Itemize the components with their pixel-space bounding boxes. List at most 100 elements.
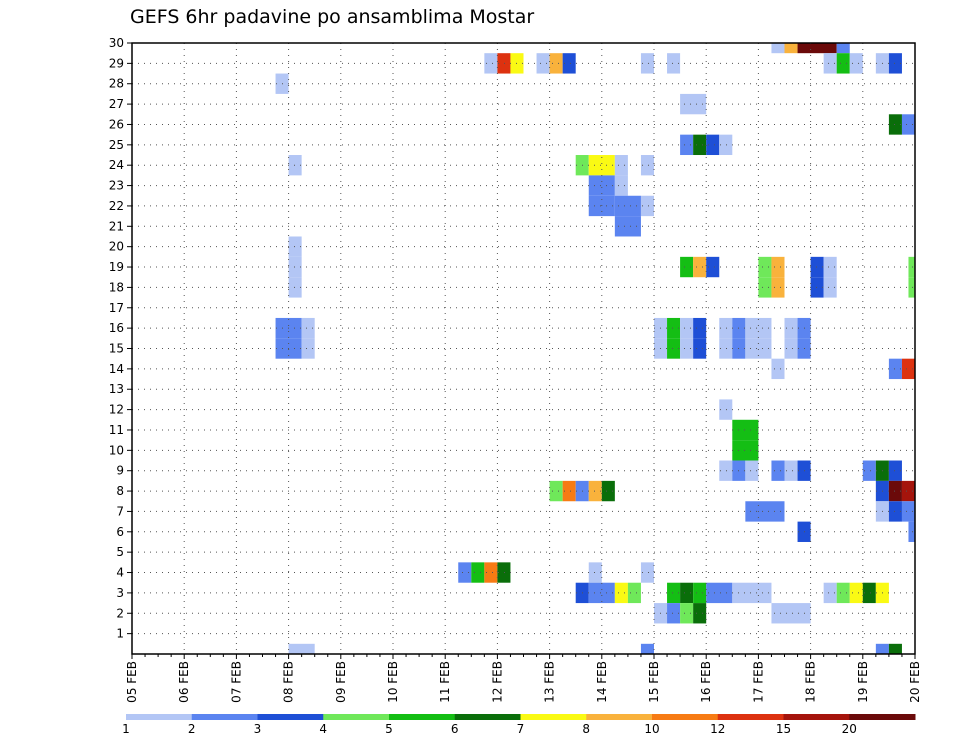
data-cell: [901, 501, 915, 522]
colorbar: 1 2 3 4 5 6 7 8 10 12 15 20: [122, 714, 916, 736]
data-cell: [693, 582, 707, 604]
colorbar-swatch: [783, 714, 850, 720]
data-cell: [640, 53, 654, 74]
y-tick-label: 8: [116, 484, 124, 498]
y-tick-label: 16: [109, 321, 124, 335]
y-tick-label: 2: [116, 606, 124, 620]
data-cell: [549, 480, 563, 502]
data-cell: [888, 501, 902, 522]
data-cell: [771, 358, 785, 380]
x-tick-label: 18 FEB: [804, 661, 818, 703]
data-cell: [745, 317, 772, 339]
colorbar-swatch: [652, 714, 719, 720]
x-tick-label: 09 FEB: [334, 661, 348, 703]
data-cell: [719, 317, 733, 339]
data-cell: [301, 338, 315, 359]
y-tick-label: 12: [109, 403, 124, 417]
data-cell: [706, 256, 720, 278]
data-cell: [562, 53, 576, 74]
data-cell: [908, 521, 915, 542]
data-cell: [588, 175, 615, 196]
data-cell: [288, 236, 302, 257]
y-tick-label: 26: [109, 117, 124, 131]
data-cell: [888, 53, 902, 74]
data-cell: [797, 43, 837, 54]
data-cell: [693, 134, 707, 156]
y-tick-label: 14: [109, 362, 124, 376]
y-tick-label: 3: [116, 586, 124, 600]
data-cell: [667, 603, 681, 624]
data-cell: [732, 582, 772, 604]
data-cell: [588, 562, 602, 583]
data-cell: [719, 338, 733, 359]
data-cell: [888, 114, 902, 135]
data-cell: [693, 603, 707, 624]
data-cell: [497, 53, 511, 74]
data-cell: [693, 338, 707, 359]
colorbar-label: 3: [254, 722, 262, 736]
data-cell: [640, 155, 654, 176]
data-cell: [849, 53, 863, 74]
data-cell: [758, 277, 772, 298]
y-tick-label: 11: [109, 423, 124, 437]
x-tick-label: 08 FEB: [282, 661, 296, 703]
data-cell: [836, 582, 850, 604]
y-tick-label: 6: [116, 525, 124, 539]
data-cell: [771, 43, 785, 54]
y-tick-label: 10: [109, 443, 124, 457]
colorbar-label: 1: [122, 722, 130, 736]
data-cell: [288, 155, 302, 176]
colorbar-label: 2: [188, 722, 196, 736]
data-cell: [288, 643, 315, 654]
data-cell: [810, 256, 824, 278]
data-cell: [771, 603, 811, 624]
y-tick-label: 25: [109, 138, 124, 152]
colorbar-label: 15: [776, 722, 791, 736]
data-cell: [536, 53, 550, 74]
colorbar-swatch: [257, 714, 324, 720]
data-cell: [693, 317, 707, 339]
data-cell: [875, 643, 889, 654]
data-cell: [601, 480, 615, 502]
data-cell: [588, 582, 615, 604]
colorbar-label: 7: [517, 722, 525, 736]
data-cell: [614, 155, 628, 176]
y-tick-label: 19: [109, 260, 124, 274]
x-tick-label: 15 FEB: [647, 661, 661, 703]
colorbar-swatch: [520, 714, 587, 720]
y-axis: 1234567891011121314151617181920212223242…: [109, 36, 132, 641]
data-cell: [901, 114, 915, 135]
data-cell: [614, 216, 641, 237]
x-tick-label: 07 FEB: [229, 661, 243, 703]
data-cell: [614, 582, 628, 604]
data-cell: [719, 399, 733, 420]
data-cell: [301, 317, 315, 339]
data-cell: [680, 338, 694, 359]
x-tick-label: 13 FEB: [543, 661, 557, 703]
y-tick-label: 22: [109, 199, 124, 213]
data-cell: [680, 582, 694, 604]
data-cell: [810, 277, 824, 298]
data-cell: [484, 53, 498, 74]
y-tick-label: 30: [109, 36, 124, 50]
data-cell: [288, 277, 302, 298]
data-cell: [640, 195, 654, 217]
x-tick-label: 12 FEB: [490, 661, 504, 703]
y-tick-label: 28: [109, 77, 124, 91]
y-tick-label: 27: [109, 97, 124, 111]
data-cell: [908, 256, 915, 278]
y-tick-label: 23: [109, 179, 124, 193]
data-cell: [549, 53, 563, 74]
data-cell: [901, 480, 915, 502]
data-cell: [771, 256, 785, 278]
y-tick-label: 29: [109, 56, 124, 70]
data-cell: [667, 317, 681, 339]
x-tick-label: 14 FEB: [595, 661, 609, 703]
colorbar-swatch: [191, 714, 258, 720]
data-cell: [823, 582, 837, 604]
data-cell: [680, 134, 694, 156]
x-tick-label: 11 FEB: [438, 661, 452, 703]
data-cell: [901, 358, 915, 380]
data-cell: [745, 338, 772, 359]
data-cell: [667, 338, 681, 359]
